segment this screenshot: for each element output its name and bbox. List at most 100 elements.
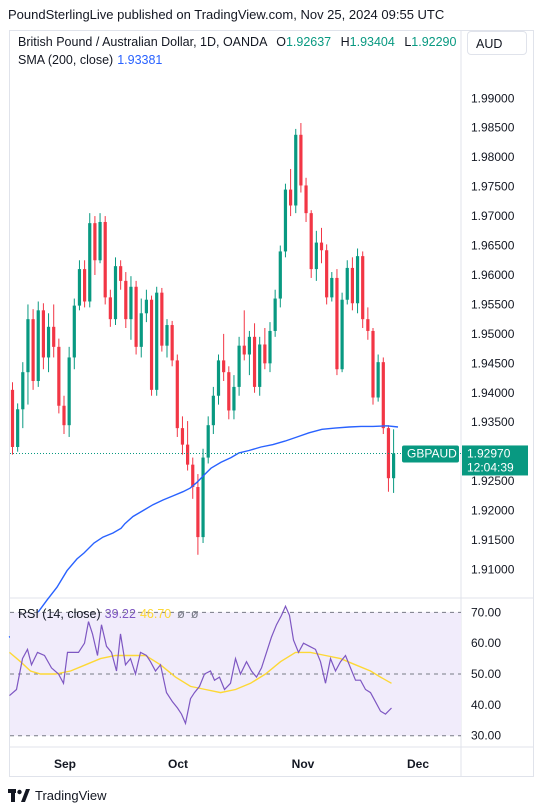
candle-body: [191, 464, 195, 488]
time-axis: Sep Oct Nov Dec: [54, 757, 429, 771]
rsi-pane: 70.00 60.00 50.00 40.00 30.00: [9, 604, 501, 743]
candle-body: [144, 299, 148, 314]
candle-body: [350, 267, 354, 304]
candle-body: [340, 299, 344, 370]
candle-body: [46, 326, 51, 358]
candle-body: [211, 395, 215, 426]
candle-body: [41, 310, 45, 358]
candle-body: [330, 277, 334, 298]
sma-legend[interactable]: SMA (200, close) 1.93381: [18, 53, 162, 67]
candle-body: [335, 277, 339, 370]
candle-body: [21, 372, 25, 410]
footer[interactable]: TradingView: [8, 787, 107, 805]
price-tick-label: 1.96500: [471, 239, 515, 253]
price-tick-label: 1.99000: [471, 91, 515, 105]
chart-frame: [9, 30, 534, 777]
candle-body: [294, 134, 298, 206]
candle-body: [16, 409, 20, 447]
candle-body: [242, 345, 246, 355]
footer-brand: TradingView: [35, 788, 107, 803]
candle-body: [268, 330, 272, 364]
rsi-tick-label: 70.00: [471, 605, 501, 619]
candle-body: [258, 344, 262, 387]
candle-body: [263, 344, 267, 364]
candle-body: [216, 360, 221, 396]
candle-body: [180, 428, 185, 445]
candle-body: [196, 487, 200, 538]
price-tick-label: 1.91000: [471, 562, 515, 576]
candle-body: [309, 213, 313, 270]
price-axis: 1.99000 1.98500 1.98000 1.97500 1.97000 1.965…: [471, 91, 515, 576]
candle-body: [31, 319, 35, 382]
candle-body: [381, 362, 385, 429]
price-tick-label: 1.92000: [471, 504, 515, 518]
candle-body: [72, 305, 76, 358]
candle-body: [155, 292, 159, 390]
candle-body: [108, 297, 112, 320]
candle-body: [36, 310, 40, 382]
candle-body: [170, 325, 174, 361]
last-price-box: [462, 445, 528, 476]
tradingview-logo-icon: [8, 789, 30, 802]
time-tick-label: Dec: [407, 757, 429, 771]
candle-body: [237, 345, 241, 387]
rsi-tick-label: 50.00: [471, 667, 501, 681]
candle-body: [299, 134, 303, 186]
rsi-value: 39.22: [104, 607, 136, 621]
candle-body: [10, 389, 15, 447]
candle-body: [139, 313, 143, 347]
candle-body: [52, 326, 56, 347]
candle-body: [26, 319, 30, 373]
candle-body: [201, 457, 205, 538]
open-label: O: [276, 35, 286, 49]
rsi-label: RSI (14, close): [18, 607, 101, 621]
candle-body: [361, 256, 365, 320]
candle-body: [227, 372, 231, 411]
rsi-ma-value: 46.70: [139, 607, 172, 621]
candle-body: [77, 269, 82, 306]
low-value: 1.92290: [411, 35, 457, 49]
price-tick-label: 1.91500: [471, 533, 515, 547]
candle-body: [119, 266, 123, 281]
price-tick-label: 1.93500: [471, 415, 515, 429]
candle-body: [376, 362, 380, 398]
candle-body: [314, 242, 318, 270]
candle-body: [62, 405, 66, 426]
rsi-ma-visibility-icon[interactable]: ø: [190, 607, 199, 621]
price-tick-label: 1.96000: [471, 268, 515, 282]
candle-body: [371, 330, 375, 398]
rsi-tick-label: 30.00: [471, 729, 501, 743]
candle-body: [103, 221, 107, 298]
publish-attribution: PoundSterlingLive published on TradingVi…: [8, 7, 445, 22]
open-value: 1.92637: [285, 35, 332, 49]
time-tick-label: Sep: [54, 757, 76, 771]
rsi-tick-label: 40.00: [471, 698, 501, 712]
candle-body: [206, 425, 210, 458]
price-tick-label: 1.97000: [471, 209, 515, 223]
sma-value: 1.93381: [117, 53, 163, 67]
candle-body: [88, 223, 92, 302]
currency-button[interactable]: AUD: [467, 31, 527, 55]
high-label: H: [340, 35, 350, 49]
candle-body: [149, 299, 154, 390]
rsi-legend[interactable]: RSI (14, close) 39.22 46.70 ø ø: [18, 607, 199, 621]
time-tick-label: Nov: [292, 757, 315, 771]
candle-body: [319, 242, 324, 251]
countdown-text: 12:04:39: [467, 460, 514, 474]
candle-body: [93, 223, 97, 261]
candle-body: [113, 266, 118, 320]
candle-body: [165, 325, 169, 346]
candle-body: [222, 360, 226, 373]
rsi-line: [9, 604, 392, 726]
candle-body: [283, 189, 288, 252]
rsi-visibility-icon[interactable]: ø: [177, 607, 185, 621]
candle-body: [175, 360, 179, 429]
candle-body: [57, 346, 61, 406]
sma-label: SMA (200, close): [18, 53, 114, 67]
time-tick-label: Oct: [168, 757, 188, 771]
candle-body: [252, 336, 257, 387]
price-tick-label: 1.98000: [471, 150, 515, 164]
symbol-title: British Pound / Australian Dollar, 1D, O…: [18, 35, 267, 49]
